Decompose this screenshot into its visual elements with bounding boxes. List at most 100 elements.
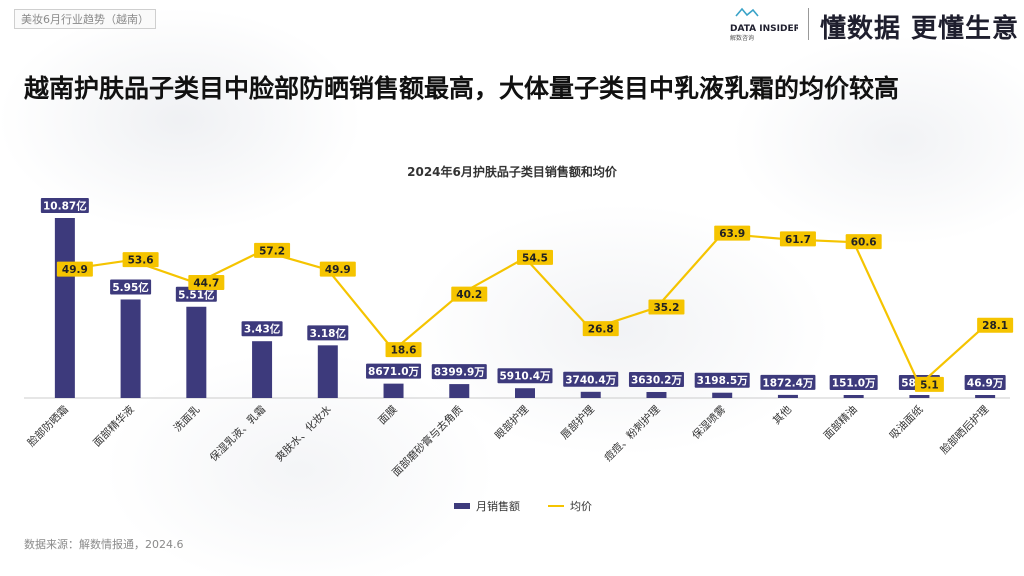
- price-label-14: 28.1: [977, 317, 1014, 333]
- svg-text:54.5: 54.5: [522, 252, 548, 264]
- svg-text:151.0万: 151.0万: [832, 378, 876, 390]
- bar-label-14: 46.9万: [964, 375, 1006, 390]
- price-label-8: 26.8: [582, 321, 619, 337]
- svg-text:3740.4万: 3740.4万: [565, 374, 617, 386]
- price-label-9: 35.2: [648, 299, 685, 315]
- category-label-14: 脸部晒后护理: [938, 403, 992, 457]
- price-label-12: 60.6: [845, 234, 882, 250]
- bar-label-6: 8399.9万: [431, 364, 487, 380]
- legend-label-price: 均价: [570, 500, 592, 513]
- category-label-5: 面膜: [376, 403, 400, 427]
- price-label-3: 57.2: [254, 242, 291, 258]
- bar-14: [975, 395, 996, 398]
- svg-text:5.51亿: 5.51亿: [178, 288, 215, 301]
- slogan: 懂数据 更懂生意: [820, 14, 1020, 44]
- bar-label-10: 3198.5万: [694, 372, 750, 388]
- svg-text:44.7: 44.7: [193, 278, 219, 290]
- price-label-13: 5.1: [914, 376, 944, 392]
- svg-text:49.9: 49.9: [325, 264, 351, 276]
- bar-label-7: 5910.4万: [497, 368, 553, 384]
- logo: DATA INSIDER 解数咨询: [730, 7, 798, 42]
- svg-text:35.2: 35.2: [654, 302, 680, 314]
- price-label-7: 54.5: [517, 249, 553, 265]
- chart-title: 2024年6月护肤品子类目销售额和均价: [407, 165, 617, 179]
- category-label-12: 面部精油: [821, 403, 860, 442]
- category-label-8: 唇部护理: [558, 403, 597, 442]
- svg-text:3.18亿: 3.18亿: [310, 327, 347, 340]
- bar-label-3: 3.43亿: [241, 321, 283, 337]
- bar-13: [909, 395, 930, 398]
- legend-swatch-bar: [454, 503, 470, 509]
- svg-text:3.43亿: 3.43亿: [244, 323, 281, 336]
- svg-text:26.8: 26.8: [588, 324, 614, 336]
- bar-8: [580, 391, 601, 398]
- svg-text:57.2: 57.2: [259, 245, 285, 257]
- bar-label-9: 3630.2万: [628, 371, 684, 387]
- svg-text:1872.4万: 1872.4万: [762, 377, 814, 389]
- bar-7: [515, 388, 535, 398]
- price-label-5: 18.6: [385, 342, 422, 358]
- logo-mark-icon: [735, 7, 759, 17]
- legend: 月销售额 均价: [454, 498, 592, 514]
- category-label-9: 痘痘、粉刺护理: [601, 403, 663, 465]
- category-label-2: 洗面乳: [171, 403, 203, 435]
- page-title: 越南护肤品子类目中脸部防晒销售额最高，大体量子类目中乳液乳霜的均价较高: [24, 74, 900, 103]
- svg-text:28.1: 28.1: [982, 320, 1008, 332]
- price-label-1: 53.6: [122, 252, 159, 268]
- svg-text:18.6: 18.6: [391, 345, 417, 357]
- legend-swatch-line: [548, 505, 564, 507]
- price-label-2: 44.7: [188, 275, 225, 291]
- svg-text:63.9: 63.9: [719, 228, 745, 240]
- bar-label-5: 8671.0万: [366, 363, 422, 379]
- bar-12: [843, 395, 864, 398]
- category-label-1: 面部精华液: [90, 403, 137, 450]
- category-label-4: 爽肤水、化妆水: [273, 403, 335, 465]
- bar-label-12: 151.0万: [829, 375, 878, 390]
- bar-label-4: 3.18亿: [307, 325, 349, 341]
- svg-text:60.6: 60.6: [851, 237, 877, 249]
- bar-0: [54, 218, 75, 398]
- legend-item-price: 均价: [548, 498, 592, 514]
- bar-11: [777, 394, 798, 398]
- price-label-11: 61.7: [779, 231, 816, 247]
- category-label-3: 保湿乳液、乳霜: [207, 403, 268, 464]
- logo-divider: [808, 8, 809, 40]
- svg-text:10.87亿: 10.87亿: [43, 200, 87, 213]
- svg-text:40.2: 40.2: [456, 289, 482, 301]
- bar-label-1: 5.95亿: [110, 279, 152, 295]
- category-label-10: 保湿喷雾: [689, 403, 728, 442]
- svg-text:8671.0万: 8671.0万: [368, 366, 420, 378]
- svg-text:3630.2万: 3630.2万: [631, 374, 683, 386]
- svg-text:3198.5万: 3198.5万: [697, 375, 749, 387]
- bar-label-0: 10.87亿: [40, 198, 89, 213]
- svg-text:61.7: 61.7: [785, 234, 811, 246]
- bar-label-11: 1872.4万: [760, 374, 816, 390]
- svg-text:53.6: 53.6: [128, 255, 154, 267]
- category-label-6: 面部磨砂膏与去角质: [389, 403, 465, 479]
- top-label: 美妆6月行业趋势（越南）: [14, 9, 156, 29]
- category-label-13: 吸油面纸: [887, 403, 926, 442]
- svg-text:5.95亿: 5.95亿: [112, 281, 149, 294]
- svg-text:46.9万: 46.9万: [967, 378, 1004, 390]
- bar-6: [449, 384, 470, 398]
- price-label-10: 63.9: [714, 225, 751, 241]
- category-label-7: 眼部护理: [492, 403, 531, 442]
- logo-text: DATA INSIDER: [730, 24, 798, 34]
- bar-label-8: 3740.4万: [563, 371, 619, 387]
- category-label-0: 脸部防晒霜: [25, 403, 71, 449]
- bar-2: [186, 306, 207, 398]
- bar-4: [317, 345, 338, 398]
- category-label-11: 其他: [770, 403, 794, 427]
- source-note: 数据来源：解数情报通，2024.6: [24, 538, 184, 551]
- svg-text:49.9: 49.9: [62, 264, 88, 276]
- legend-label-sales: 月销售额: [476, 500, 520, 513]
- bar-5: [383, 383, 404, 398]
- price-label-4: 49.9: [319, 261, 356, 277]
- logo-subtext: 解数咨询: [730, 34, 754, 42]
- price-label-6: 40.2: [451, 286, 488, 302]
- svg-text:8399.9万: 8399.9万: [434, 367, 486, 379]
- bar-label-2: 5.51亿: [175, 286, 217, 302]
- bar-1: [120, 299, 141, 398]
